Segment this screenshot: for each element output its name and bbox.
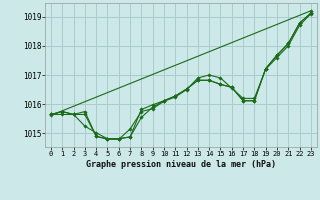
X-axis label: Graphe pression niveau de la mer (hPa): Graphe pression niveau de la mer (hPa) bbox=[86, 160, 276, 169]
